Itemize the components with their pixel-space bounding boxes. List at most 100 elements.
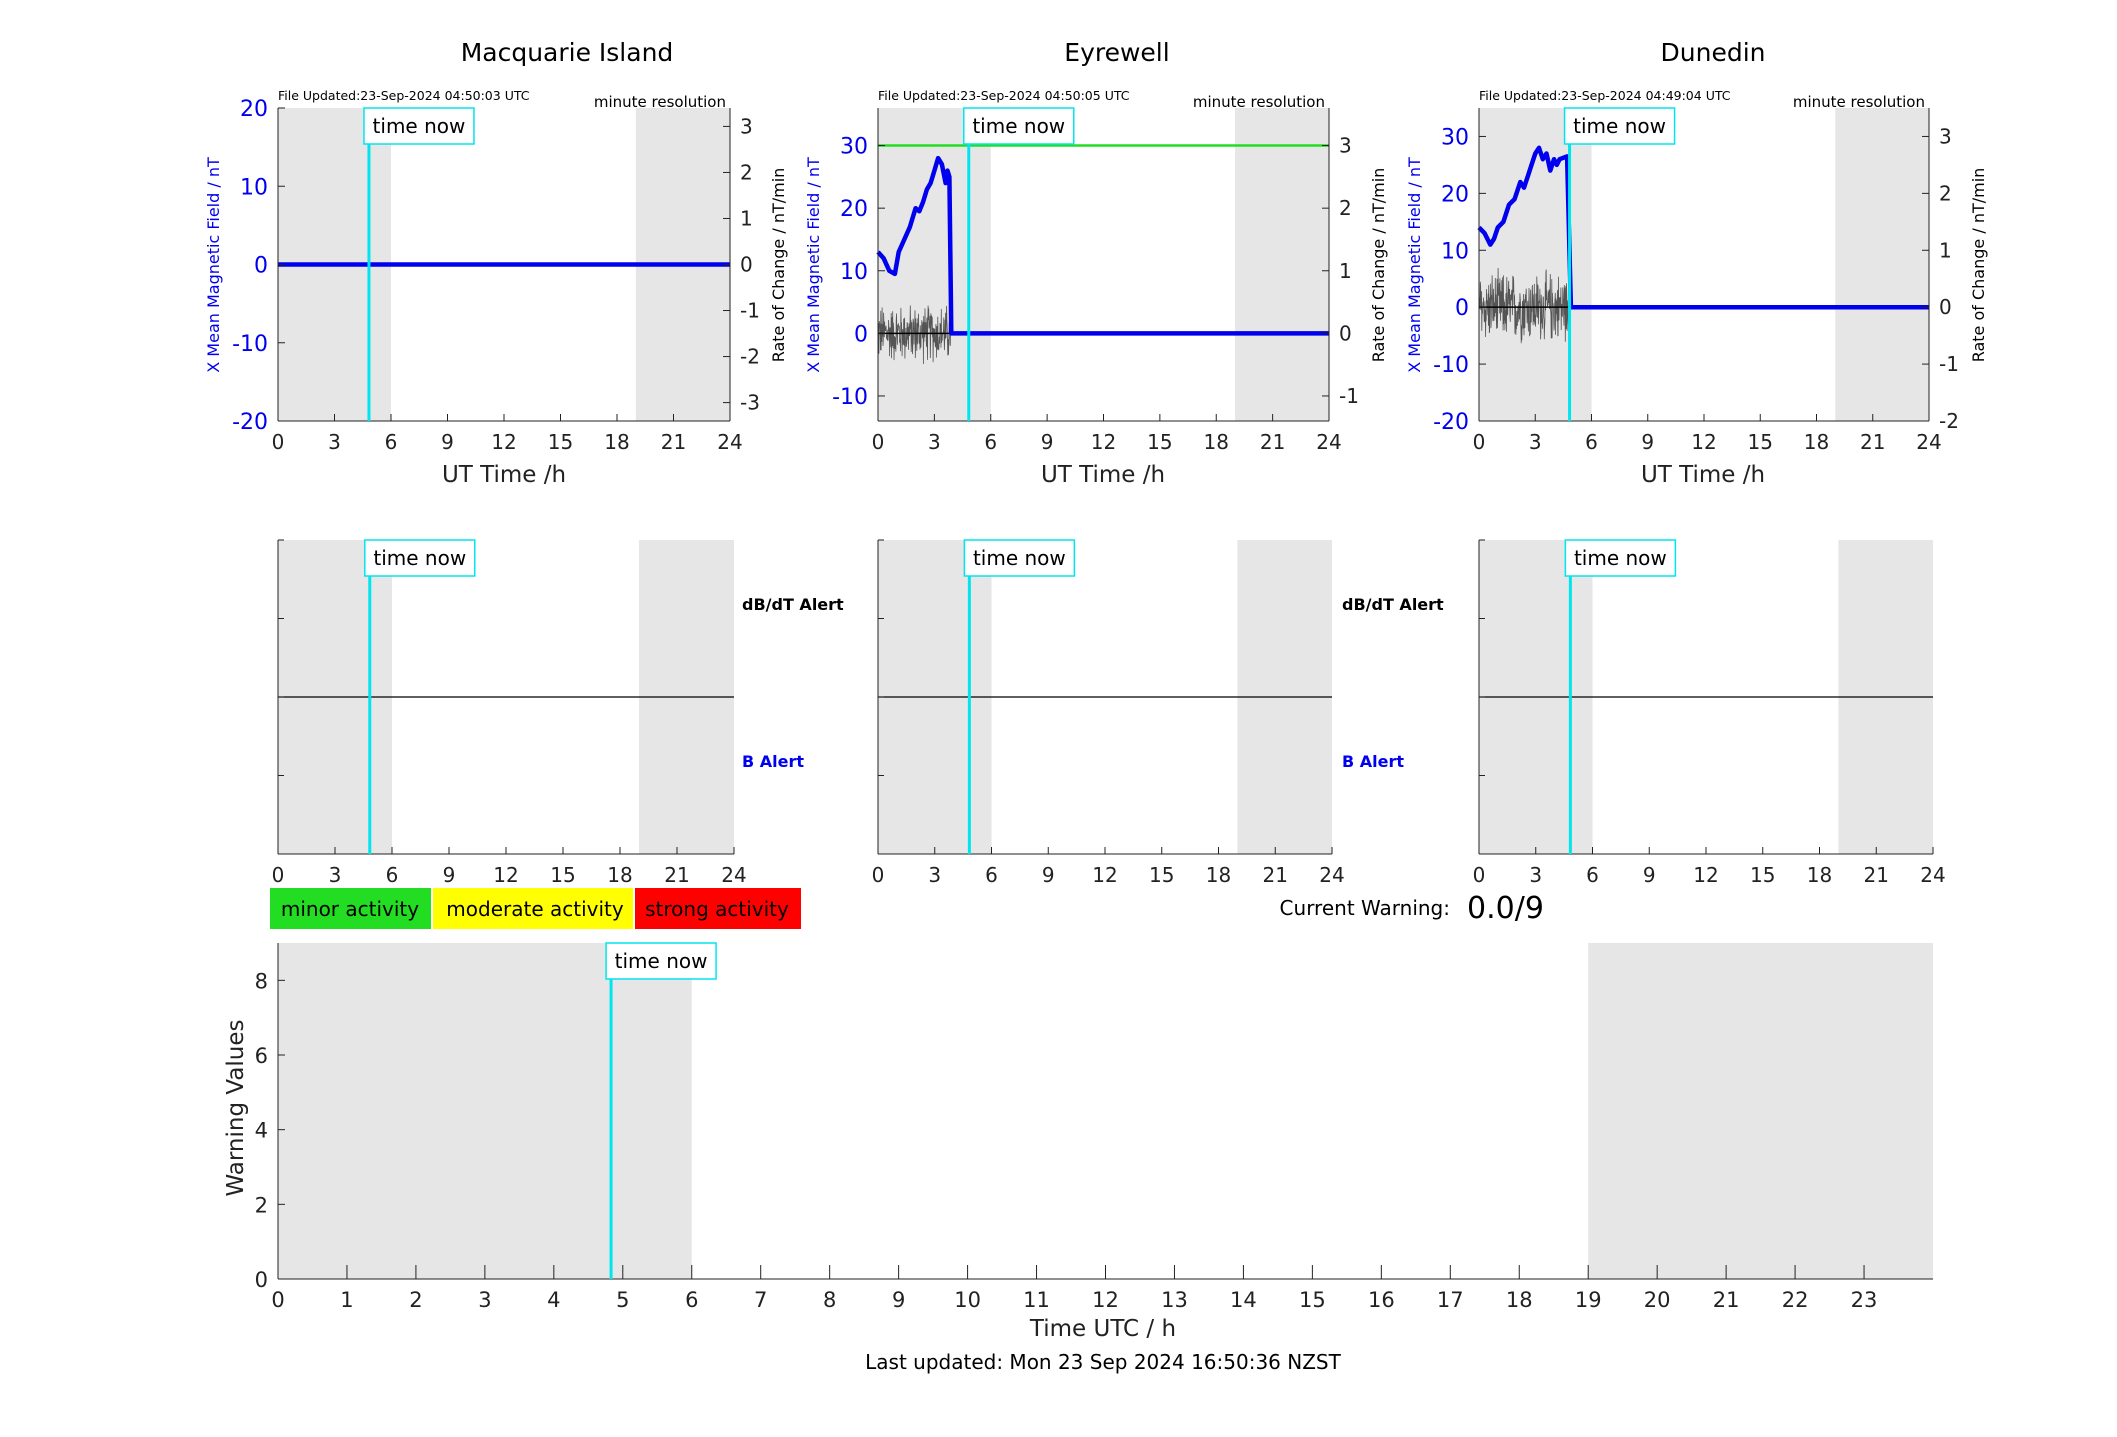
eyrewell-y2tick-label-0: 0 [1339, 321, 1352, 345]
eyrewell-alert-xtick-label-21: 21 [1263, 863, 1288, 887]
dunedin-alert-xtick-label-15: 15 [1750, 863, 1775, 887]
macquarie-alert-xtick-label-24: 24 [721, 863, 746, 887]
b-alert-label-eyrewell: B Alert [1342, 752, 1404, 771]
eyrewell-time-now-label: time now [972, 114, 1065, 138]
warning-xtick-label-19: 19 [1575, 1288, 1602, 1312]
macquarie-island-xtick-label-12: 12 [491, 430, 516, 454]
dunedin-xtick-label-6: 6 [1585, 430, 1598, 454]
macquarie-alert-xtick-label-15: 15 [550, 863, 575, 887]
warning-xtick-label-1: 1 [340, 1288, 353, 1312]
title-macquarie: Macquarie Island [461, 38, 674, 67]
dunedin-y2tick-label-1: 1 [1939, 238, 1952, 262]
eyrewell-ytick-label-30: 30 [840, 135, 868, 160]
warning-xtick-label-23: 23 [1851, 1288, 1878, 1312]
dunedin-alert-xtick-label-12: 12 [1693, 863, 1718, 887]
dunedin-ytick-label--10: -10 [1433, 353, 1469, 378]
macquarie-island-xtick-label-9: 9 [441, 430, 454, 454]
eyrewell-xtick-label-18: 18 [1204, 430, 1229, 454]
warning-ytick-label-8: 8 [255, 969, 268, 993]
dunedin-alert-time-now-label: time now [1574, 546, 1667, 570]
macquarie-island-y2tick-label-2: 2 [740, 160, 753, 184]
macquarie-alert-xtick-label-0: 0 [272, 863, 285, 887]
legend-strong-swatch [635, 888, 801, 929]
dunedin-alert-xtick-label-24: 24 [1920, 863, 1945, 887]
legend-moderate-label: moderate activity [446, 897, 624, 921]
eyrewell-xtick-label-12: 12 [1091, 430, 1116, 454]
dunedin-field-line-0 [1477, 145, 1929, 310]
dunedin-xtick-label-18: 18 [1804, 430, 1829, 454]
macquarie-island-y2tick-label--3: -3 [740, 391, 760, 415]
warning-xtick-label-13: 13 [1161, 1288, 1188, 1312]
dbdt-alert-label-eyrewell: dB/dT Alert [1342, 595, 1444, 614]
warning-xtick-label-10: 10 [954, 1288, 981, 1312]
ylabel-right-eyrewell: Rate of Change / nT/min [1369, 168, 1388, 363]
eyrewell-alert-chart: 0 3 6 9 12 15 18 21 24 time now [872, 539, 1345, 887]
eyrewell-xtick-label-9: 9 [1041, 430, 1054, 454]
last-updated: Last updated: Mon 23 Sep 2024 16:50:36 N… [865, 1350, 1341, 1374]
warning-ytick-label-0: 0 [255, 1268, 268, 1292]
xlabel-macquarie: UT Time /h [442, 462, 566, 488]
macquarie-island-y2tick-label-3: 3 [740, 114, 753, 138]
dunedin-y2tick-label--2: -2 [1939, 409, 1959, 433]
macquarie-alert-xtick-label-18: 18 [607, 863, 632, 887]
macquarie-island-time-now-box [363, 107, 475, 145]
eyrewell-ytick-label-0: 0 [854, 322, 868, 347]
eyrewell-xtick-label-6: 6 [984, 430, 997, 454]
legend-minor-swatch [270, 888, 431, 929]
macquarie-island-xtick-label-18: 18 [604, 430, 629, 454]
dunedin-time-now-label: time now [1573, 114, 1666, 138]
warning-xtick-label-20: 20 [1644, 1288, 1671, 1312]
macquarie-alert-xtick-label-12: 12 [493, 863, 518, 887]
dbdt-alert-label-macquarie: dB/dT Alert [742, 595, 844, 614]
ylabel-left-eyrewell: X Mean Magnetic Field / nT [804, 157, 823, 373]
warning-ytick-label-2: 2 [255, 1193, 268, 1217]
legend-minor-label: minor activity [281, 897, 419, 921]
macquarie-island-ytick-label-20: 20 [240, 97, 268, 122]
warning-xtick-label-18: 18 [1506, 1288, 1533, 1312]
eyrewell-alert-xtick-label-3: 3 [928, 863, 941, 887]
dunedin-xtick-label-15: 15 [1748, 430, 1773, 454]
warning-xtick-label-5: 5 [616, 1288, 629, 1312]
current-warning-label: Current Warning: [1280, 896, 1450, 920]
legend-moderate-swatch [433, 888, 633, 929]
macquarie-island-xtick-label-3: 3 [328, 430, 341, 454]
warning-xtick-label-0: 0 [271, 1288, 284, 1312]
macquarie-alert-xtick-label-6: 6 [386, 863, 399, 887]
eyrewell-y2tick-label-2: 2 [1339, 196, 1352, 220]
xlabel-eyrewell: UT Time /h [1041, 462, 1165, 488]
macquarie-alert-xtick-label-9: 9 [443, 863, 456, 887]
macquarie-alert-xtick-label-21: 21 [664, 863, 689, 887]
dunedin-shaded-region-1 [1835, 108, 1929, 421]
eyrewell-alert-xtick-label-0: 0 [872, 863, 885, 887]
eyrewell-ytick-label--10: -10 [832, 385, 868, 410]
dunedin-y2tick-label--1: -1 [1939, 352, 1959, 376]
eyrewell-alert-xtick-label-15: 15 [1149, 863, 1174, 887]
warning-ytick-label-4: 4 [255, 1119, 268, 1143]
b-alert-label-macquarie: B Alert [742, 752, 804, 771]
warning-xtick-label-15: 15 [1299, 1288, 1326, 1312]
current-warning-value: 0.0/9 [1467, 891, 1544, 926]
warning-xlabel: Time UTC / h [1029, 1316, 1176, 1342]
warning-xtick-label-11: 11 [1023, 1288, 1050, 1312]
dunedin-xtick-label-24: 24 [1916, 430, 1941, 454]
eyrewell-alert-xtick-label-12: 12 [1092, 863, 1117, 887]
eyrewell-alert-time-now-box [963, 539, 1076, 577]
warning-ylabel: Warning Values [223, 1019, 249, 1196]
macquarie-island-ytick-label--20: -20 [232, 410, 268, 435]
warning-xtick-label-22: 22 [1782, 1288, 1809, 1312]
dunedin-alert-xtick-label-0: 0 [1473, 863, 1486, 887]
ylabel-left-dunedin: X Mean Magnetic Field / nT [1405, 157, 1424, 373]
warning-xtick-label-2: 2 [409, 1288, 422, 1312]
macquarie-alert-xtick-label-3: 3 [329, 863, 342, 887]
dunedin-alert-time-now-box [1564, 539, 1677, 577]
macquarie-island-xtick-label-24: 24 [717, 430, 742, 454]
file-updated-eyrewell: File Updated:23-Sep-2024 04:50:05 UTC [878, 88, 1130, 103]
dunedin-xtick-label-9: 9 [1641, 430, 1654, 454]
ylabel-right-macquarie: Rate of Change / nT/min [769, 168, 788, 363]
macquarie-island-time-now-label: time now [373, 114, 466, 138]
